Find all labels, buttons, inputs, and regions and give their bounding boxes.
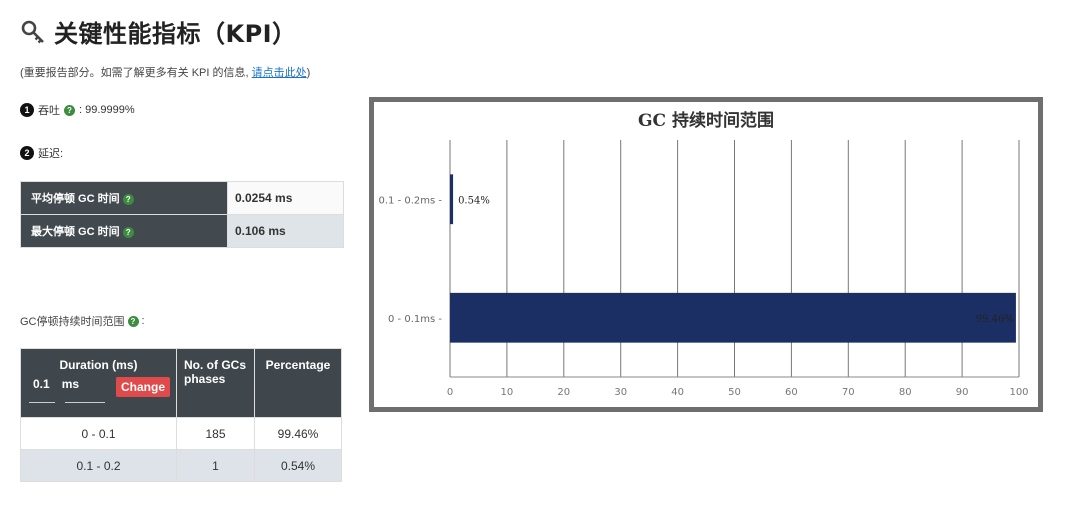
data-label: 0.54% bbox=[458, 195, 490, 206]
gc-duration-chart-frame: GC 持续时间范围 0 10 20 30 40 50 60 70 80 90 100 0.1 - 0.2… bbox=[369, 97, 1043, 412]
table-header-row: Duration (ms) 0.1 ms Change No. of GCs p… bbox=[20, 348, 342, 418]
question-icon[interactable]: ? bbox=[64, 104, 75, 116]
question-icon[interactable]: ? bbox=[127, 315, 139, 327]
page-header: 关键性能指标（KPI） bbox=[20, 14, 297, 49]
x-tick-label: 100 bbox=[1009, 387, 1028, 398]
max-pause-value: 0.106 ms bbox=[227, 214, 344, 248]
duration-range-heading: GC停顿持续时间范围 ?: bbox=[20, 315, 145, 328]
x-tick-label: 80 bbox=[899, 387, 912, 398]
question-icon[interactable]: ? bbox=[122, 194, 134, 205]
percentage-header: Percentage bbox=[254, 348, 342, 418]
more-info-link[interactable]: 请点击此处 bbox=[251, 67, 307, 79]
table-row: 最大停顿 GC 时间 ? 0.106 ms bbox=[20, 214, 344, 248]
x-tick-label: 0 bbox=[447, 387, 453, 398]
avg-pause-label: 平均停顿 GC 时间 ? bbox=[20, 181, 228, 215]
interval-row: 0.1 ms bbox=[33, 377, 79, 391]
table-row: 0 - 0.1 185 99.46% bbox=[20, 417, 342, 450]
range-cell: 0 - 0.1 bbox=[20, 417, 177, 450]
duration-header: Duration (ms) 0.1 ms Change bbox=[20, 348, 177, 418]
key-icon bbox=[21, 20, 44, 43]
data-label: 99.46% bbox=[976, 314, 1014, 325]
latency-label: 延迟: bbox=[38, 148, 64, 160]
x-tick-label: 90 bbox=[956, 387, 969, 398]
count-cell: 1 bbox=[176, 449, 255, 482]
subtitle-text: (重要报告部分。如需了解更多有关 KPI 的信息, bbox=[20, 67, 252, 79]
count-cell: 185 bbox=[176, 417, 255, 450]
gc-count-header: No. of GCs phases bbox=[176, 348, 255, 418]
bar bbox=[450, 292, 1016, 343]
number-2-badge: 2 bbox=[20, 146, 34, 160]
interval-unit-select[interactable]: ms bbox=[61, 377, 80, 391]
max-pause-label: 最大停顿 GC 时间 ? bbox=[20, 214, 228, 248]
throughput-label: 吞吐 bbox=[38, 105, 60, 117]
range-cell: 0.1 - 0.2 bbox=[20, 449, 177, 482]
subtitle-end: ) bbox=[306, 67, 311, 79]
throughput-value: : 99.9999% bbox=[79, 104, 135, 116]
gc-duration-chart: GC 持续时间范围 0 10 20 30 40 50 60 70 80 90 100 0.1 - 0.2… bbox=[378, 110, 1028, 398]
interval-input[interactable]: 0.1 bbox=[33, 377, 50, 391]
throughput-line: 1 吞吐? : 99.9999% bbox=[20, 102, 135, 118]
x-tick-label: 70 bbox=[842, 387, 855, 398]
chart-title: GC 持续时间范围 bbox=[638, 110, 774, 131]
unit-select-underline bbox=[65, 402, 105, 403]
pause-time-table: 平均停顿 GC 时间 ? 0.0254 ms 最大停顿 GC 时间 ? 0.10… bbox=[20, 181, 344, 248]
page-title: 关键性能指标（KPI） bbox=[54, 20, 297, 48]
latency-line: 2 延迟: bbox=[20, 145, 63, 161]
bar bbox=[450, 174, 454, 225]
percent-cell: 99.46% bbox=[254, 417, 342, 450]
x-tick-label: 10 bbox=[501, 387, 514, 398]
table-row: 0.1 - 0.2 1 0.54% bbox=[20, 449, 342, 482]
x-tick-label: 50 bbox=[728, 387, 741, 398]
question-icon[interactable]: ? bbox=[122, 227, 134, 238]
x-tick-label: 60 bbox=[785, 387, 798, 398]
percent-cell: 0.54% bbox=[254, 449, 342, 482]
kpi-subtitle: (重要报告部分。如需了解更多有关 KPI 的信息, 请点击此处) bbox=[20, 64, 310, 80]
number-1-badge: 1 bbox=[20, 103, 34, 117]
x-tick-label: 40 bbox=[671, 387, 684, 398]
duration-table: Duration (ms) 0.1 ms Change No. of GCs p… bbox=[20, 348, 342, 482]
category-label: 0.1 - 0.2ms - bbox=[378, 195, 442, 206]
change-button[interactable]: Change bbox=[116, 377, 171, 397]
avg-pause-value: 0.0254 ms bbox=[227, 181, 344, 215]
x-tick-label: 20 bbox=[557, 387, 570, 398]
category-label: 0 - 0.1ms - bbox=[388, 314, 442, 325]
x-tick-label: 30 bbox=[614, 387, 627, 398]
table-row: 平均停顿 GC 时间 ? 0.0254 ms bbox=[20, 181, 344, 215]
interval-input-underline bbox=[29, 402, 55, 403]
